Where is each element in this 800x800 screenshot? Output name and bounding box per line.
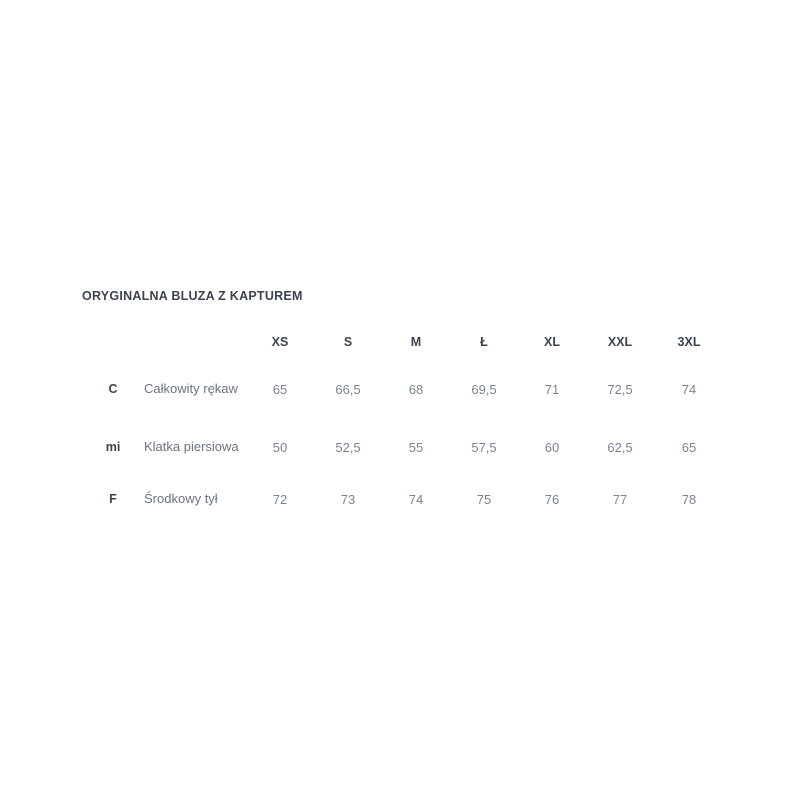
column-header-xs: XS bbox=[271, 335, 289, 349]
cell-c-xl: 71 bbox=[544, 381, 560, 397]
cell-mi-s: 52,5 bbox=[335, 439, 361, 455]
column-header-xxl: XXL bbox=[607, 335, 633, 349]
page-title: ORYGINALNA BLUZA Z KAPTUREM bbox=[82, 289, 303, 303]
column-header-xl: XL bbox=[544, 335, 560, 349]
column-header-m: M bbox=[410, 335, 422, 349]
cell-c-xs: 65 bbox=[272, 381, 288, 397]
table-row: C Całkowity rękaw 65 66,5 68 69,5 71 72,… bbox=[82, 360, 724, 418]
cell-c-s: 66,5 bbox=[335, 381, 361, 397]
row-code-mi: mi bbox=[105, 440, 121, 454]
cell-mi-3xl: 65 bbox=[681, 439, 697, 455]
cell-mi-l: 57,5 bbox=[471, 439, 497, 455]
cell-c-3xl: 74 bbox=[681, 381, 697, 397]
table-row: F Środkowy tył 72 73 74 75 76 77 78 bbox=[82, 476, 724, 522]
cell-c-xxl: 72,5 bbox=[607, 381, 633, 397]
table-row: mi Klatka piersiowa 50 52,5 55 57,5 60 6… bbox=[82, 418, 724, 476]
cell-mi-xxl: 62,5 bbox=[607, 439, 633, 455]
column-header-code bbox=[82, 324, 144, 360]
cell-mi-xl: 60 bbox=[544, 439, 560, 455]
table-header-row: XS S M Ł XL XXL 3XL bbox=[82, 324, 724, 360]
cell-f-xxl: 77 bbox=[612, 491, 628, 507]
cell-c-m: 68 bbox=[408, 381, 424, 397]
cell-f-xs: 72 bbox=[272, 491, 288, 507]
table-body: C Całkowity rękaw 65 66,5 68 69,5 71 72,… bbox=[82, 360, 724, 522]
cell-f-3xl: 78 bbox=[681, 491, 697, 507]
row-code-c: C bbox=[108, 382, 118, 396]
column-header-description bbox=[144, 324, 246, 360]
column-header-s: S bbox=[343, 335, 353, 349]
cell-f-s: 73 bbox=[340, 491, 356, 507]
cell-mi-m: 55 bbox=[408, 439, 424, 455]
cell-f-m: 74 bbox=[408, 491, 424, 507]
cell-mi-xs: 50 bbox=[272, 439, 288, 455]
column-header-l: Ł bbox=[480, 335, 488, 349]
row-description-f: Środkowy tył bbox=[144, 491, 218, 506]
cell-f-xl: 76 bbox=[544, 491, 560, 507]
cell-c-l: 69,5 bbox=[471, 381, 497, 397]
size-chart-table: XS S M Ł XL XXL 3XL C Całkowity rękaw 65… bbox=[82, 324, 724, 522]
row-description-c: Całkowity rękaw bbox=[144, 381, 238, 396]
row-code-f: F bbox=[109, 492, 117, 506]
row-description-mi: Klatka piersiowa bbox=[144, 439, 239, 454]
cell-f-l: 75 bbox=[476, 491, 492, 507]
column-header-3xl: 3XL bbox=[677, 335, 701, 349]
table-header: XS S M Ł XL XXL 3XL bbox=[82, 324, 724, 360]
size-chart-block: ORYGINALNA BLUZA Z KAPTUREM XS S bbox=[82, 288, 722, 522]
